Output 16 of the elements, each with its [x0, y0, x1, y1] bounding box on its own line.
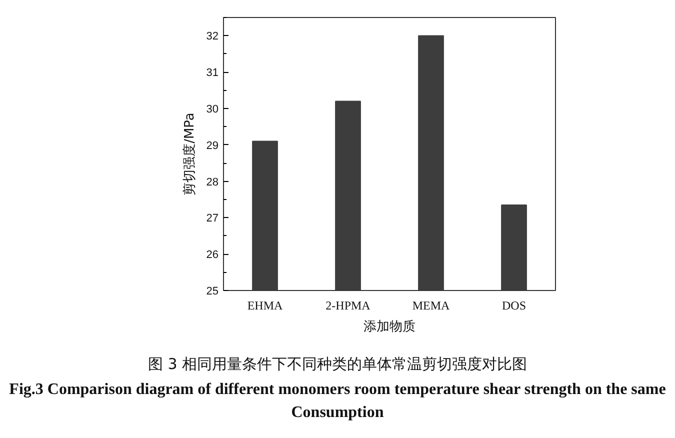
y-axis-title: 剪切强度/MPa [181, 112, 198, 196]
caption: 图 3 相同用量条件下不同种类的单体常温剪切强度对比图 [146, 354, 528, 375]
y-tick-label: 25 [206, 286, 219, 298]
y-tick-label: 29 [206, 140, 219, 152]
y-tick-label: 32 [206, 30, 219, 43]
caption: Fig.3 Comparison diagram of different monomers room temperature shear strength on the same Consumption [8, 380, 667, 423]
y-tick-label: 30 [206, 104, 219, 116]
y-tick-label: 31 [206, 67, 219, 80]
y-tick-label: 26 [206, 249, 219, 262]
x-axis-title: 添加物质 [364, 320, 416, 334]
x-tick-label: EHMA [247, 298, 283, 312]
x-tick-label: DOS [502, 298, 526, 312]
x-tick-label: 2-HPMA [326, 298, 371, 312]
y-tick-label: 27 [206, 212, 219, 225]
y-tick-label: 28 [206, 176, 219, 188]
x-tick-label: MEMA [412, 298, 450, 312]
